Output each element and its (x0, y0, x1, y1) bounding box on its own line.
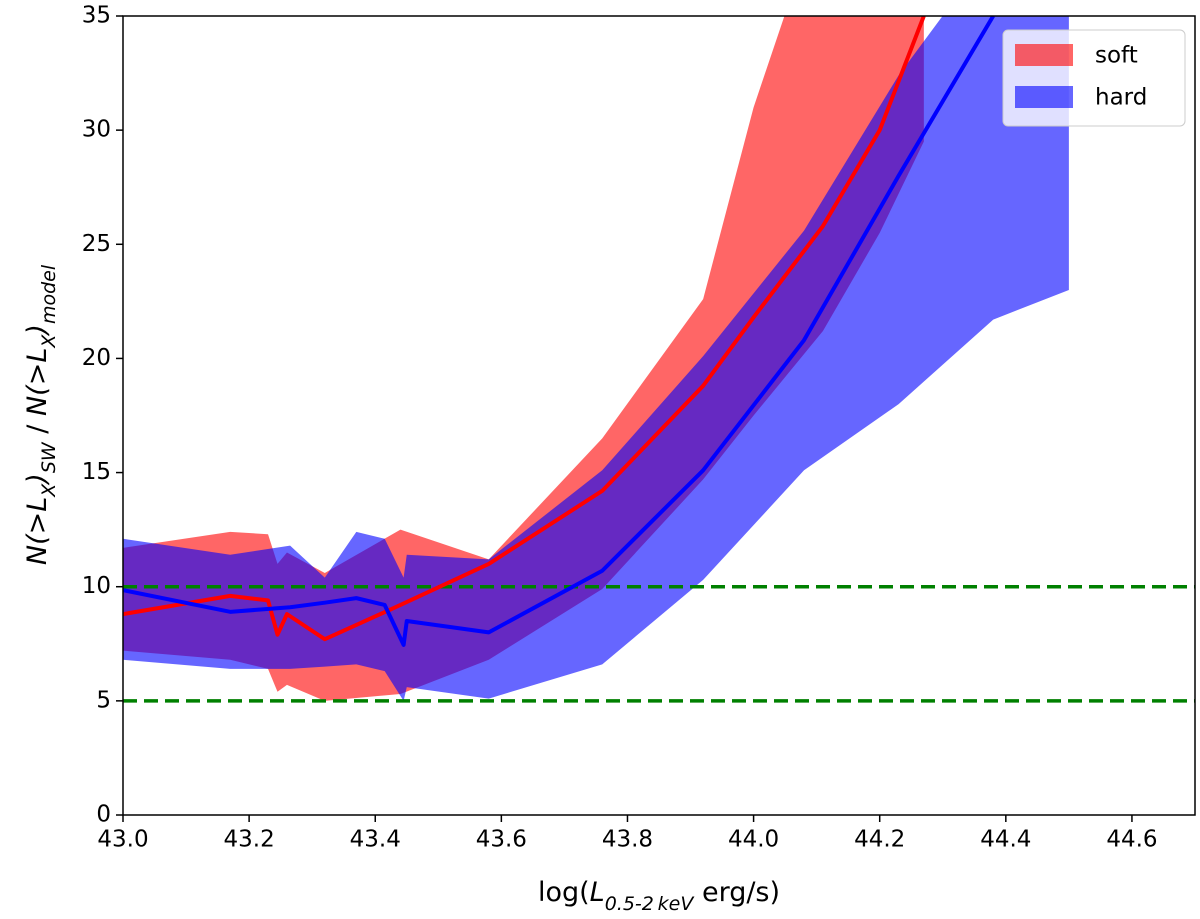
line (123, 16, 995, 647)
band (123, 16, 1069, 701)
legend-swatch (1015, 44, 1073, 66)
x-tick-label: 44.4 (980, 827, 1031, 853)
x-axis-label: log(L0.5-2 keV erg/s) (538, 877, 780, 915)
x-tick-label: 44.6 (1106, 827, 1157, 853)
line (123, 16, 926, 642)
y-tick-label: 20 (82, 345, 111, 371)
y-tick-label: 30 (82, 117, 111, 143)
legend-label: soft (1095, 43, 1138, 69)
x-tick-label: 43.6 (476, 827, 527, 853)
y-axis-label: N(>LX)SW / N(>LX)model (22, 264, 60, 565)
x-tick-label: 43.0 (97, 827, 148, 853)
legend-swatch (1015, 86, 1073, 108)
y-tick-label: 25 (82, 231, 111, 257)
x-tick-label: 43.4 (350, 827, 401, 853)
plot-area (123, 16, 1195, 703)
y-tick-label: 35 (82, 3, 111, 29)
axes-frame (122, 15, 1196, 816)
y-tick-label: 0 (96, 802, 111, 828)
x-tick-label: 44.2 (854, 827, 905, 853)
legend-label: hard (1095, 85, 1147, 111)
x-tick-label: 44.0 (728, 827, 779, 853)
x-tick-label: 43.8 (602, 827, 653, 853)
x-tick-label: 43.2 (224, 827, 275, 853)
y-tick-label: 10 (82, 573, 111, 599)
y-tick-label: 5 (96, 687, 111, 713)
y-tick-label: 15 (82, 459, 111, 485)
